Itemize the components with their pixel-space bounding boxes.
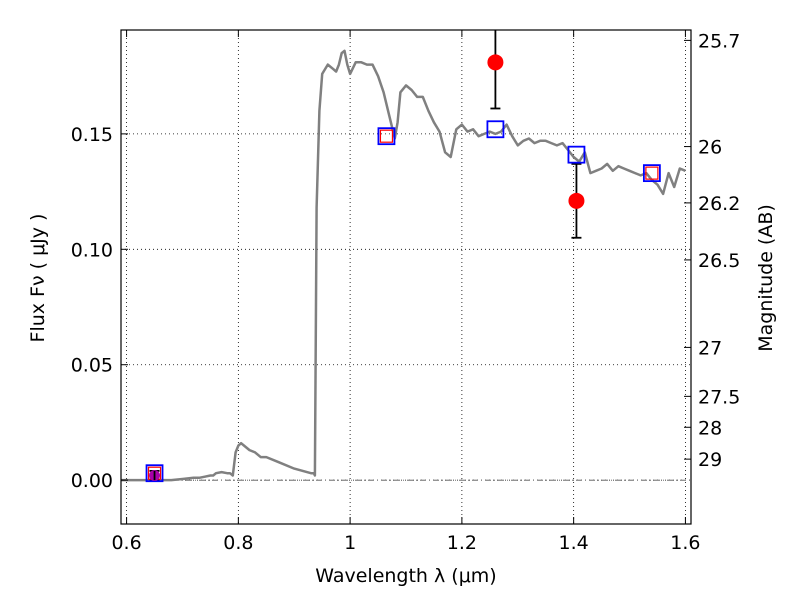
y2-axis-title: Magnitude (AB) [755, 204, 777, 352]
error-bars [149, 30, 582, 482]
y-tick-label: 0.10 [71, 239, 113, 261]
y2-tick-label: 27 [698, 337, 722, 359]
y-tick-label: 0.00 [71, 470, 113, 492]
observed-point [487, 54, 504, 71]
model-band-square-inner [645, 166, 659, 180]
model-band-square [486, 120, 505, 139]
y2-tick-label: 29 [698, 449, 722, 471]
x-tick-label: 0.8 [223, 532, 253, 554]
y-axis-title: Flux Fν ( μJy ) [27, 214, 49, 343]
plot-frame [120, 29, 692, 525]
grid [121, 30, 691, 524]
model-band-square [377, 127, 396, 146]
model-spectrum [121, 49, 686, 482]
axis-ticks: 0.6 0.8 1 1.2 1.4 1.6 0.00 0.05 0.10 0.15 25.7 26 26… [71, 30, 740, 554]
x-tick-label: 1.4 [559, 532, 589, 554]
x-tick-label: 1 [344, 532, 356, 554]
y2-tick-label: 28 [698, 417, 722, 439]
y2-tick-label: 26.5 [698, 250, 740, 272]
spectrum-line [121, 49, 686, 482]
data-markers [145, 54, 661, 483]
y2-tick-label: 26.2 [698, 193, 740, 215]
model-band-square [145, 464, 164, 483]
y2-tick-label: 26 [698, 137, 722, 159]
y-tick-label: 0.05 [71, 355, 113, 377]
model-band-square [567, 145, 586, 164]
y-tick-label: 0.15 [71, 124, 113, 146]
x-tick-label: 1.2 [447, 532, 477, 554]
observed-point [568, 192, 585, 209]
y2-tick-label: 27.5 [698, 386, 740, 408]
model-band-square-inner [379, 129, 394, 143]
x-tick-label: 1.6 [670, 532, 700, 554]
x-axis-title: Wavelength λ (μm) [315, 565, 496, 587]
x-tick-label: 0.6 [111, 532, 141, 554]
model-band-square [642, 164, 661, 183]
y2-tick-label: 25.7 [698, 30, 740, 52]
